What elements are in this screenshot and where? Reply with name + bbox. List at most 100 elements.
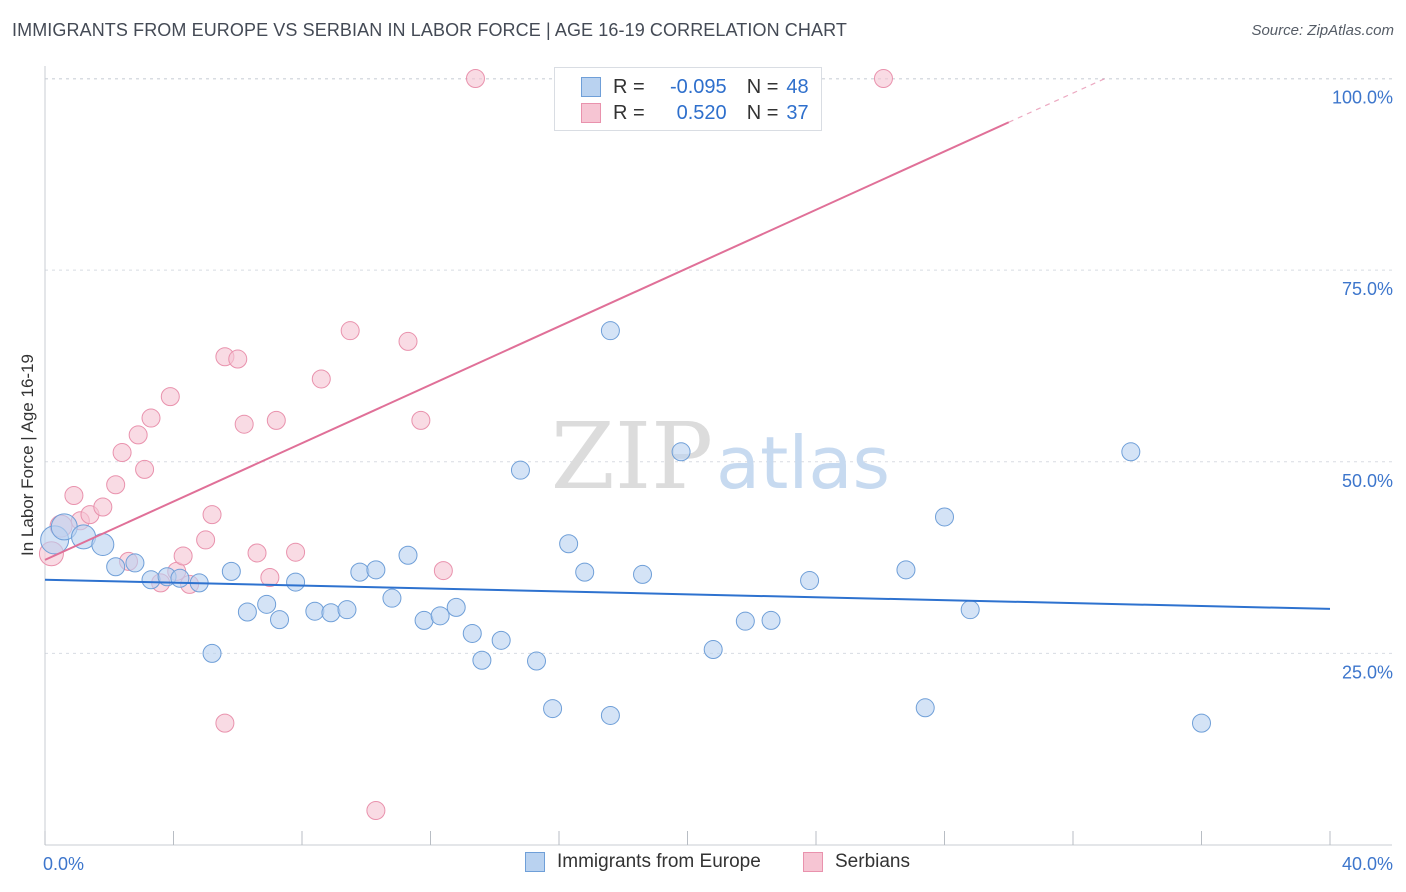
europe-point bbox=[935, 507, 954, 527]
axes bbox=[44, 66, 1392, 846]
serbians-point bbox=[286, 542, 306, 562]
serbians-point bbox=[398, 331, 418, 351]
serbians-point bbox=[141, 408, 161, 428]
serbians-point bbox=[106, 475, 126, 495]
serbians-point bbox=[93, 497, 113, 517]
europe-point bbox=[125, 553, 145, 573]
europe-point bbox=[170, 568, 190, 588]
serbians-point bbox=[366, 801, 386, 821]
serbians-point bbox=[266, 410, 286, 430]
tick-labels: 25.0% 50.0% 75.0% 100.0% 0.0% 40.0% bbox=[43, 88, 1393, 875]
europe-point bbox=[286, 572, 306, 592]
europe-point bbox=[430, 606, 450, 626]
europe-point bbox=[382, 588, 402, 608]
europe-point bbox=[202, 643, 222, 663]
europe-point bbox=[559, 534, 579, 554]
serbians-point bbox=[215, 713, 235, 733]
europe-point bbox=[398, 545, 418, 565]
europe-point bbox=[671, 442, 691, 462]
europe-point bbox=[414, 610, 434, 630]
legend-r-label: R = bbox=[613, 101, 645, 124]
europe-point bbox=[270, 610, 290, 630]
legend-swatch-europe bbox=[581, 77, 601, 97]
serbians-point bbox=[247, 543, 267, 563]
europe-point bbox=[543, 699, 563, 719]
europe-point bbox=[633, 564, 653, 584]
y-tick-label: 100.0% bbox=[1332, 88, 1393, 108]
europe-point bbox=[257, 594, 277, 614]
europe-point bbox=[106, 557, 126, 577]
europe-point bbox=[896, 560, 916, 580]
series-label-serbians: Serbians bbox=[835, 851, 910, 872]
grid-lines bbox=[45, 78, 1392, 654]
x-tick-label: 40.0% bbox=[1342, 854, 1393, 874]
serbians-point bbox=[160, 387, 180, 407]
europe-point bbox=[1121, 442, 1141, 462]
legend-r-value-europe: -0.095 bbox=[669, 75, 727, 98]
serbians-point bbox=[228, 349, 248, 369]
y-tick-label: 50.0% bbox=[1342, 471, 1393, 491]
europe-point bbox=[960, 600, 980, 620]
europe-point bbox=[462, 623, 482, 643]
serbians-point bbox=[202, 505, 222, 525]
serbians-point bbox=[311, 369, 331, 389]
legend-n-label: N = bbox=[746, 75, 779, 98]
europe-point bbox=[600, 321, 620, 341]
europe-point bbox=[735, 611, 755, 631]
trend-lines bbox=[44, 77, 1331, 610]
europe-point bbox=[472, 650, 492, 670]
legend-r-value-serbians: 0.520 bbox=[676, 101, 727, 124]
europe-point bbox=[366, 560, 386, 580]
y-axis-title: In Labor Force | Age 16-19 bbox=[18, 354, 37, 556]
y-tick-label: 25.0% bbox=[1342, 662, 1393, 682]
series-swatch-europe bbox=[525, 852, 545, 872]
legend-n-label: N = bbox=[746, 101, 779, 124]
serbians-point bbox=[411, 410, 431, 430]
legend-n-value-europe: 48 bbox=[786, 75, 809, 98]
serbians-point bbox=[135, 459, 155, 479]
legend-row-europe: R = -0.095 N = 48 bbox=[581, 74, 809, 100]
europe-point bbox=[141, 570, 161, 590]
serbians-point bbox=[465, 69, 485, 88]
chart-title: IMMIGRANTS FROM EUROPE VS SERBIAN IN LAB… bbox=[12, 20, 847, 40]
serbians-point bbox=[873, 69, 893, 88]
series-legend: Immigrants from Europe Serbians bbox=[0, 851, 1406, 879]
legend-r-label: R = bbox=[613, 75, 645, 98]
europe-point bbox=[600, 705, 620, 725]
correlation-legend: R = -0.095 N = 48 R = 0.520 N = 37 bbox=[554, 67, 822, 131]
europe-point bbox=[321, 603, 341, 623]
serbians-point bbox=[128, 425, 148, 445]
europe-point bbox=[1192, 713, 1211, 733]
europe-trend-line bbox=[44, 578, 1331, 610]
serbians-point bbox=[173, 546, 193, 566]
serbians-trend-extension bbox=[1008, 77, 1106, 123]
legend-row-serbians: R = 0.520 N = 37 bbox=[581, 100, 809, 126]
europe-point bbox=[350, 562, 370, 582]
serbians-point bbox=[234, 414, 254, 434]
serbians-point bbox=[112, 443, 132, 463]
europe-point bbox=[510, 460, 530, 480]
legend-swatch-serbians bbox=[581, 103, 601, 123]
europe-point bbox=[446, 597, 466, 617]
watermark-atlas: atlas bbox=[716, 421, 890, 505]
series-legend-europe[interactable]: Immigrants from Europe bbox=[525, 851, 761, 873]
europe-point bbox=[305, 601, 325, 621]
series-legend-serbians[interactable]: Serbians bbox=[803, 851, 910, 873]
source-credit: Source: ZipAtlas.com bbox=[1251, 22, 1394, 39]
europe-point bbox=[703, 640, 723, 660]
europe-point bbox=[761, 610, 781, 630]
europe-point bbox=[491, 630, 511, 650]
watermark: ZIP atlas bbox=[551, 403, 890, 510]
serbians-trend-line bbox=[44, 121, 1010, 561]
serbians-point bbox=[64, 485, 84, 505]
europe-point bbox=[915, 698, 935, 718]
series-swatch-serbians bbox=[803, 852, 823, 872]
y-tick-label: 75.0% bbox=[1342, 279, 1393, 299]
europe-point bbox=[237, 602, 257, 622]
europe-point bbox=[527, 651, 547, 671]
serbians-point bbox=[196, 530, 216, 550]
europe-point bbox=[221, 561, 241, 581]
serbians-point bbox=[260, 567, 280, 587]
europe-point bbox=[575, 562, 595, 582]
